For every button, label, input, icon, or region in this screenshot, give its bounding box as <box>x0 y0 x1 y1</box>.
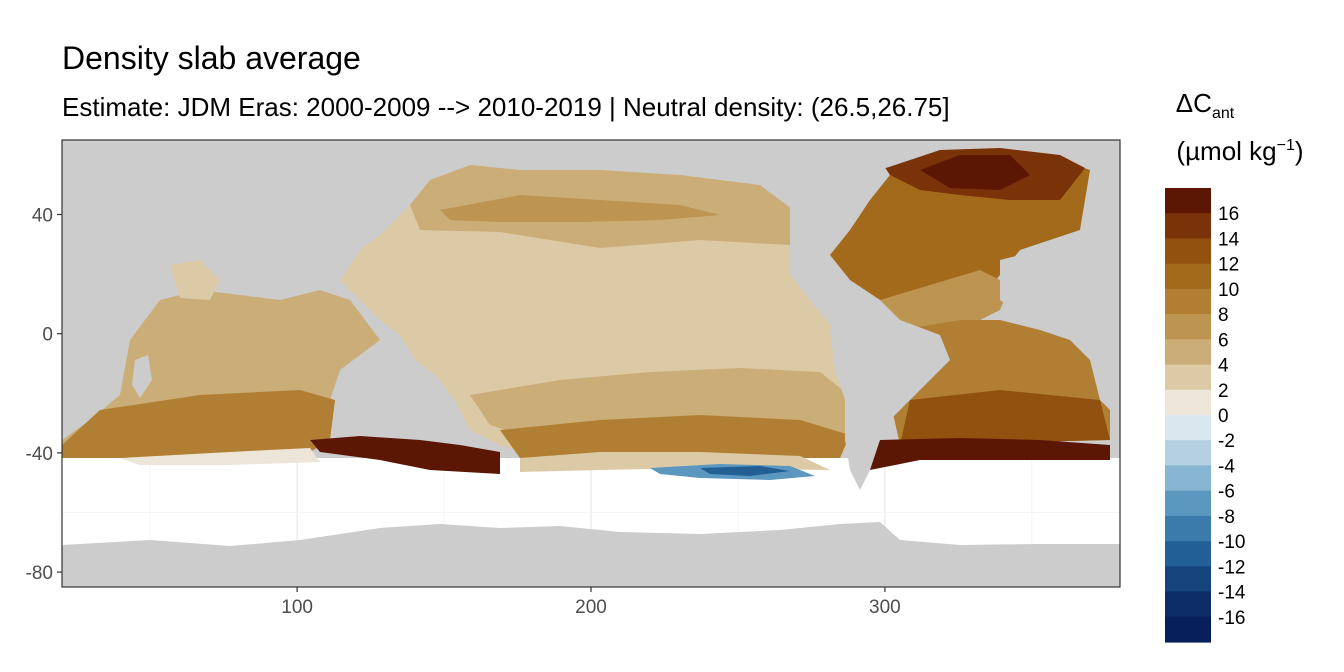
ocean-indian-south <box>62 390 335 458</box>
legend-swatch <box>1165 188 1211 214</box>
legend-label: 4 <box>1218 356 1229 377</box>
legend-label: -12 <box>1218 557 1245 578</box>
legend-label: 10 <box>1218 280 1239 301</box>
y-tick-label: -80 <box>26 563 53 584</box>
legend-label: 6 <box>1218 330 1229 351</box>
land-madagascar <box>132 355 152 398</box>
legend-title: ΔCant <box>1176 88 1235 122</box>
legend: ΔCant (µmol kg−1) 16 14 12 10 8 6 4 2 0 -2 -4 -6 -8 -10… <box>1165 88 1304 643</box>
legend-label: 14 <box>1218 229 1240 250</box>
land-australia <box>340 370 455 450</box>
ocean-subpolar-core <box>920 155 1030 190</box>
y-tick-label: -40 <box>26 444 53 465</box>
land-south-america <box>830 315 950 490</box>
legend-label: -14 <box>1218 583 1246 604</box>
legend-swatch <box>1165 415 1211 441</box>
legend-swatch <box>1165 490 1211 517</box>
legend-swatch <box>1165 238 1211 265</box>
legend-label: 0 <box>1218 406 1229 427</box>
legend-swatch <box>1165 213 1211 240</box>
ocean-atlantic-subtropics <box>880 270 1010 330</box>
legend-swatch <box>1165 339 1211 366</box>
legend-swatch <box>1165 364 1211 391</box>
legend-label: -6 <box>1218 482 1235 503</box>
legend-swatch <box>1165 465 1211 492</box>
legend-swatch <box>1165 616 1211 643</box>
legend-label: -2 <box>1218 431 1235 452</box>
legend-swatch <box>1165 440 1211 467</box>
x-tick-label: 300 <box>869 597 901 618</box>
legend-label: 12 <box>1218 255 1239 276</box>
ocean-north-pacific-inner <box>440 195 720 222</box>
legend-label: 8 <box>1218 305 1229 326</box>
ocean-south-pacific-deep <box>500 415 850 458</box>
y-tick-label: 0 <box>42 325 53 346</box>
y-tick-label: 40 <box>32 206 53 227</box>
southern-pale-band <box>120 448 320 465</box>
ocean-arabian-sea <box>170 260 220 300</box>
legend-swatch <box>1165 288 1211 315</box>
legend-unit: (µmol kg−1) <box>1176 136 1303 166</box>
legend-label: 16 <box>1218 204 1239 225</box>
y-axis: 40 0 -40 -80 <box>26 206 62 584</box>
legend-swatch <box>1165 515 1211 542</box>
land-north-america <box>790 160 890 310</box>
southeast-pacific-negative-core <box>700 466 790 476</box>
legend-label: -8 <box>1218 507 1235 528</box>
x-tick-label: 100 <box>281 597 313 618</box>
front-indian-sector <box>310 436 500 474</box>
chart-subtitle: Estimate: JDM Eras: 2000-2009 --> 2010-2… <box>62 92 950 122</box>
land-africa <box>1000 250 1120 420</box>
legend-swatch <box>1165 263 1211 290</box>
legend-swatch <box>1165 566 1211 593</box>
legend-label: -10 <box>1218 532 1245 553</box>
chart-title: Density slab average <box>62 40 361 76</box>
x-axis: 100 200 300 <box>281 587 901 618</box>
front-atlantic-sector <box>870 438 1110 470</box>
legend-label: -16 <box>1218 608 1245 629</box>
land-antarctica <box>62 522 1120 587</box>
legend-swatch <box>1165 389 1211 416</box>
map-layer <box>62 140 1120 587</box>
legend-swatch <box>1165 591 1211 618</box>
legend-label: -4 <box>1218 456 1235 477</box>
legend-swatch <box>1165 541 1211 567</box>
ocean-south-atlantic-deep <box>900 390 1110 445</box>
x-tick-label: 200 <box>575 597 607 618</box>
legend-swatch <box>1165 314 1211 340</box>
legend-label: 2 <box>1218 381 1229 402</box>
